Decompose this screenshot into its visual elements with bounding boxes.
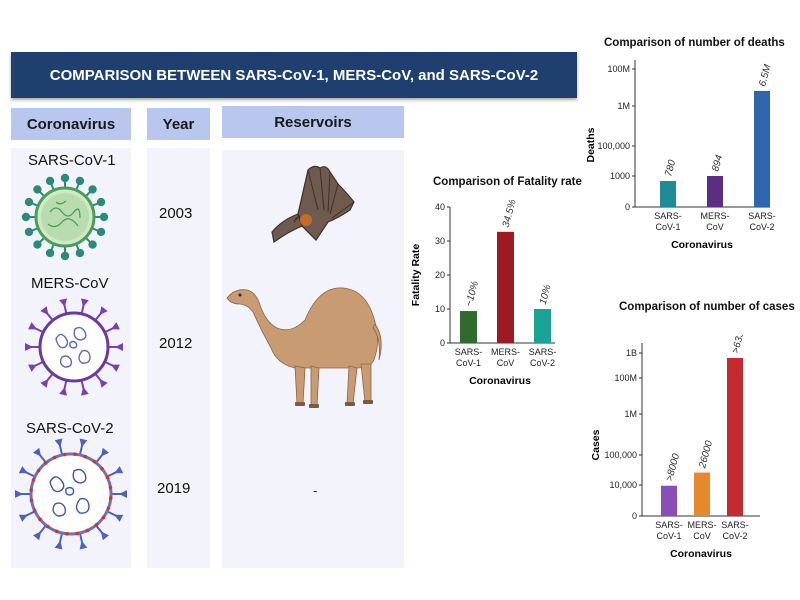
data-label: 34.5% xyxy=(501,198,519,228)
data-label: 6.5M xyxy=(757,63,774,88)
sars-cov-2-virus-icon xyxy=(15,438,127,550)
virus-name-sars1: SARS-CoV-1 xyxy=(28,152,116,169)
mers-cov-virus-icon xyxy=(25,298,123,396)
x-tick-label: SARS- xyxy=(654,211,682,221)
x-tick-label: MERS- xyxy=(701,211,730,221)
y-tick-label: 0 xyxy=(440,338,445,348)
year-column xyxy=(147,148,210,568)
x-tick-label: SARS- xyxy=(721,520,749,530)
x-tick-label: MERS- xyxy=(688,520,717,530)
bar-sars-cov-1 xyxy=(660,181,676,207)
x-axis-label: Coronavirus xyxy=(670,548,732,560)
data-label: >633M xyxy=(730,335,749,355)
data-label: 780 xyxy=(663,158,678,177)
x-tick-label: SARS- xyxy=(748,211,776,221)
x-tick-label: CoV-2 xyxy=(722,531,747,541)
x-tick-label: CoV xyxy=(497,358,515,368)
sars-cov-1-virus-icon xyxy=(21,173,109,261)
y-tick-label: 100,000 xyxy=(604,450,637,460)
x-axis-label: Coronavirus xyxy=(469,375,531,387)
virus-name-mers: MERS-CoV xyxy=(31,275,109,292)
bar-sars-cov-1 xyxy=(460,311,477,343)
y-tick-label: 100M xyxy=(607,64,630,74)
x-tick-label: CoV-2 xyxy=(530,358,555,368)
bar-mers-cov xyxy=(707,176,723,207)
data-label: 894 xyxy=(710,153,725,172)
y-tick-label: 1M xyxy=(617,101,630,111)
header-coronavirus: Coronavirus xyxy=(11,108,131,140)
bat-icon xyxy=(271,165,355,244)
x-tick-label: SARS- xyxy=(455,347,483,357)
header-reservoirs: Reservoirs xyxy=(222,106,404,138)
y-tick-label: 10,000 xyxy=(609,480,637,490)
y-tick-label: 10 xyxy=(435,304,445,314)
data-label: ~10% xyxy=(464,280,481,308)
virus-name-sars2: SARS-CoV-2 xyxy=(26,420,114,437)
bar-sars-cov-2 xyxy=(534,309,551,343)
y-tick-label: 100M xyxy=(614,373,637,383)
x-tick-label: CoV-1 xyxy=(456,358,481,368)
y-axis-label: Fatality Rate xyxy=(410,244,422,307)
y-tick-label: 1B xyxy=(626,348,637,358)
y-axis-label: Deaths xyxy=(585,127,597,162)
y-tick-label: 0 xyxy=(632,511,637,521)
x-tick-label: CoV-2 xyxy=(749,222,774,232)
bar-sars-cov-2 xyxy=(727,357,743,516)
year-mers: 2012 xyxy=(159,335,193,352)
y-tick-label: 20 xyxy=(435,270,445,280)
data-label: >8000 xyxy=(664,452,682,482)
y-tick-label: 1000 xyxy=(610,171,630,181)
x-tick-label: CoV-1 xyxy=(656,531,681,541)
cases-chart: 010,000100,0001M100M1BCases>8000SARS-CoV… xyxy=(590,335,760,560)
data-label: 26000 xyxy=(697,439,715,470)
deaths-chart: 01000100,0001M100MDeaths780SARS-CoV-1894… xyxy=(585,60,776,251)
x-tick-label: SARS- xyxy=(529,347,557,357)
y-tick-label: 30 xyxy=(435,236,445,246)
header-year: Year xyxy=(147,108,210,140)
year-sars1: 2003 xyxy=(159,205,193,222)
chart-title-fatality: Comparison of Fatality rate xyxy=(433,176,582,188)
bar-sars-cov-2 xyxy=(754,90,770,207)
x-tick-label: CoV-1 xyxy=(655,222,680,232)
bar-mers-cov xyxy=(497,231,514,343)
page-title: COMPARISON BETWEEN SARS-CoV-1, MERS-CoV,… xyxy=(49,66,539,84)
y-tick-label: 40 xyxy=(435,202,445,212)
x-tick-label: SARS- xyxy=(655,520,683,530)
data-label: 10% xyxy=(538,283,554,305)
bar-sars-cov-1 xyxy=(661,485,677,516)
camel-icon xyxy=(226,287,382,408)
y-axis-label: Cases xyxy=(590,429,602,460)
y-tick-label: 1M xyxy=(624,409,637,419)
bar-mers-cov xyxy=(694,472,710,516)
y-tick-label: 100,000 xyxy=(597,141,630,151)
year-sars2: 2019 xyxy=(157,480,191,497)
x-tick-label: MERS- xyxy=(491,347,520,357)
chart-title-cases: Comparison of number of cases xyxy=(619,301,795,313)
reservoir-sars2: - xyxy=(313,483,318,498)
x-axis-label: Coronavirus xyxy=(671,239,733,251)
y-tick-label: 0 xyxy=(625,202,630,212)
chart-title-deaths: Comparison of number of deaths xyxy=(604,37,785,49)
x-tick-label: CoV xyxy=(693,531,711,541)
page-title-banner: COMPARISON BETWEEN SARS-CoV-1, MERS-CoV,… xyxy=(11,52,577,98)
x-tick-label: CoV xyxy=(706,222,724,232)
